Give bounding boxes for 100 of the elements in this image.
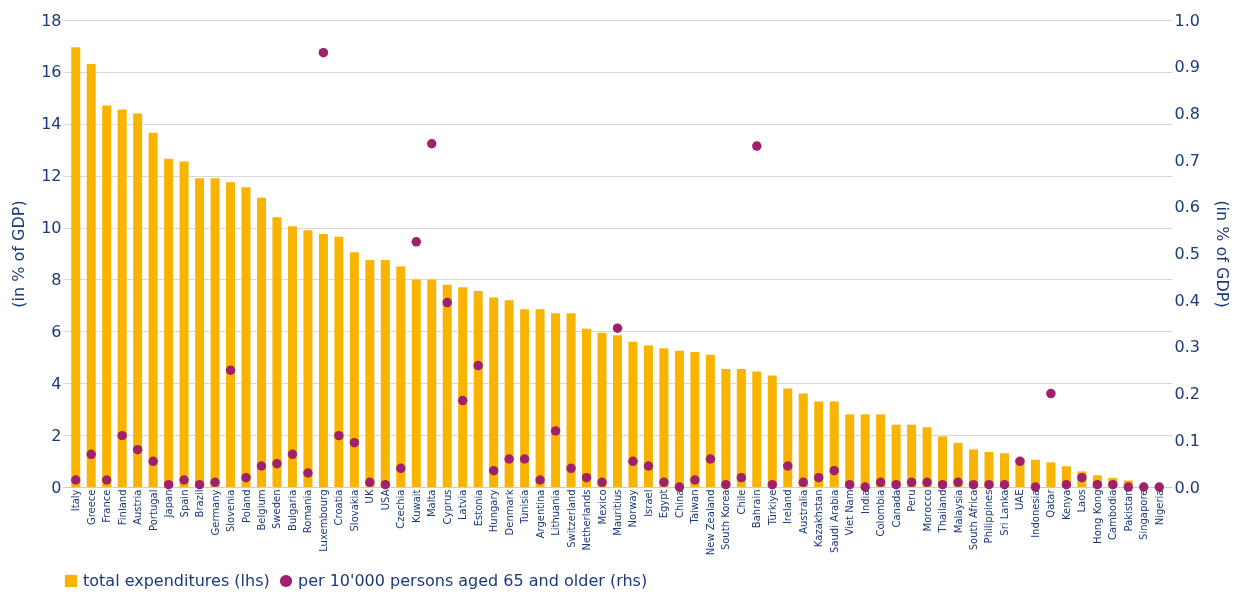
bar: [628, 341, 638, 487]
x-tick-label: Malaysia: [952, 489, 964, 534]
x-tick-label: Netherlands: [581, 489, 593, 551]
y-tick-label: 0: [51, 477, 62, 497]
y-tick-label: 12: [41, 166, 62, 186]
x-tick-label: Mauritius: [612, 489, 623, 536]
bar: [349, 252, 359, 487]
x-tick-label: Slovenia: [225, 489, 237, 533]
bar: [396, 266, 406, 487]
x-tick-label: Romania: [302, 489, 314, 534]
bar: [783, 388, 793, 487]
bar: [752, 371, 762, 487]
bar: [1046, 462, 1056, 487]
x-tick-label: Italy: [70, 489, 82, 512]
bar: [117, 109, 127, 487]
bar: [814, 401, 824, 487]
x-tick-label: Cambodia: [1107, 489, 1119, 541]
y-tick-label: 18: [41, 10, 62, 30]
y2-tick-label: 0.4: [1174, 290, 1200, 310]
x-tick-label: New Zealand: [704, 489, 716, 556]
x-tick-label: Latvia: [457, 489, 469, 520]
x-tick-label: Czechia: [395, 489, 407, 529]
x-tick-label: Kazakhstan: [813, 489, 825, 548]
x-tick-label: Bahrain: [751, 489, 763, 529]
y-tick-label: 6: [51, 321, 62, 341]
bar: [551, 313, 561, 487]
y-tick-label: 8: [51, 269, 62, 289]
x-tick-label: Canada: [890, 489, 902, 528]
y2-tick-label: 0.7: [1174, 150, 1200, 170]
y-tick-label: 10: [41, 218, 62, 238]
bar: [210, 178, 220, 487]
y2-tick-label: 0.0: [1174, 477, 1200, 497]
bar: [520, 309, 530, 487]
bar: [71, 47, 81, 487]
x-tick-label: Chile: [735, 489, 747, 515]
x-tick-label: Kuwait: [410, 489, 422, 523]
x-tick-label: Tunisia: [519, 489, 531, 525]
x-tick-label: France: [101, 489, 113, 523]
bar: [318, 234, 328, 487]
bar: [241, 187, 251, 487]
y-tick-label: 16: [41, 62, 62, 82]
bar: [427, 279, 437, 487]
x-tick-label: Mexico: [596, 489, 608, 525]
y2-tick-label: 0.9: [1174, 57, 1200, 77]
x-tick-label: Viet Nam: [844, 489, 856, 536]
x-tick-label: Laos: [1076, 489, 1088, 513]
y-tick-label: 14: [41, 114, 62, 134]
x-tick-label: USA: [379, 489, 391, 511]
x-tick-label: Morocco: [921, 489, 933, 532]
x-tick-label: Ireland: [782, 489, 794, 525]
x-tick-label: Qatar: [1045, 488, 1057, 518]
y2-tick-label: 0.5: [1174, 244, 1200, 263]
x-tick-label: Slovakia: [348, 489, 360, 532]
legend-label: total expenditures (lhs): [83, 571, 270, 590]
x-tick-label: Cyprus: [441, 489, 453, 525]
bar: [303, 230, 313, 487]
bar: [659, 348, 669, 487]
bar: [133, 113, 143, 487]
x-tick-label: Argentina: [534, 489, 546, 539]
x-tick-label: Switzerland: [565, 489, 577, 548]
bar: [458, 287, 468, 487]
x-tick-label: Norway: [627, 489, 639, 528]
x-tick-label: Australia: [797, 489, 809, 534]
bar: [148, 132, 158, 487]
x-tick-label: Brazil: [194, 489, 206, 518]
x-tick-label: Bulgaria: [286, 489, 298, 531]
x-tick-label: Singapore: [1138, 489, 1150, 540]
bar: [473, 291, 483, 487]
bar: [690, 352, 700, 487]
x-tick-label: Hungary: [488, 489, 500, 533]
bar: [272, 217, 282, 487]
x-tick-label: Austria: [132, 489, 144, 525]
bar: [489, 297, 499, 487]
bar: [705, 354, 715, 487]
x-tick-label: Israel: [642, 489, 654, 517]
x-tick-label: Germany: [209, 489, 221, 536]
bar: [566, 313, 576, 487]
x-tick-label: Greece: [85, 489, 97, 526]
y2-tick-label: 0.2: [1174, 384, 1200, 404]
y-tick-label: 4: [51, 373, 62, 393]
x-tick-label: Saudi Arabia: [828, 489, 840, 553]
x-tick-label: South Africa: [968, 489, 980, 551]
bar: [597, 332, 607, 487]
x-tick-label: Lithuania: [550, 489, 562, 536]
x-tick-label: Colombia: [875, 489, 887, 537]
x-tick-label: Estonia: [472, 489, 484, 527]
bar: [102, 105, 112, 487]
x-tick-label: Philippines: [983, 489, 995, 544]
bar: [504, 300, 514, 487]
x-tick-label: Nigeria: [1153, 489, 1165, 526]
bar: [876, 414, 886, 487]
x-tick-label: Egypt: [658, 489, 670, 519]
x-tick-label: Sweden: [271, 489, 283, 530]
x-tick-label: Poland: [240, 489, 252, 523]
legend-label: per 10'000 persons aged 65 and older (rhs): [298, 571, 648, 590]
bar: [411, 279, 421, 487]
bar: [582, 328, 592, 487]
bar: [643, 345, 653, 487]
x-tick-label: Türkiye: [766, 489, 778, 527]
bar: [798, 393, 808, 487]
